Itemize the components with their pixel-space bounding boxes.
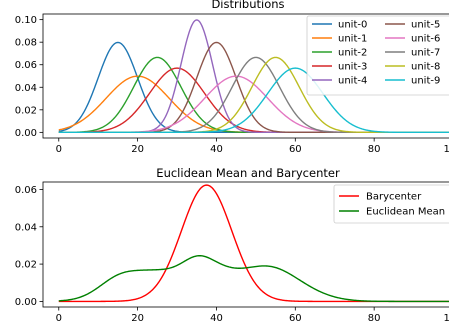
y-tick-label: 0.06 xyxy=(15,185,37,196)
legend-label: Barycenter xyxy=(366,192,422,203)
axes: 0 20 40 60 80 100 0.00 0.02 0.04 0.06 0.08 0.10 xyxy=(15,15,449,155)
y-tick-label: 0.04 xyxy=(15,83,37,94)
x-tick-label: 60 xyxy=(289,144,302,155)
legend-label: unit-5 xyxy=(411,20,440,31)
y-tick-label: 0.00 xyxy=(15,128,37,139)
x-tick-label: 80 xyxy=(368,313,381,324)
legend-box xyxy=(306,15,449,96)
series-lines xyxy=(58,184,449,303)
series-line-euclidean-mean xyxy=(58,255,449,303)
series-lines xyxy=(58,19,449,134)
x-tick-label: 80 xyxy=(368,144,381,155)
euclidean-mean-barycenter-chart: Euclidean Mean and Barycenter 0 20 40 60 80 1… xyxy=(15,166,449,324)
y-tick-label: 0.04 xyxy=(15,222,37,233)
axes-frame xyxy=(42,181,449,308)
chart-title: Euclidean Mean and Barycenter xyxy=(156,166,340,180)
y-tick-label: 0.02 xyxy=(15,260,37,271)
x-tick-label: 20 xyxy=(131,144,144,155)
y-tick-label: 0.08 xyxy=(15,38,37,49)
y-tick-label: 0.00 xyxy=(15,297,37,308)
x-tick-label: 100 xyxy=(443,313,449,324)
y-tick-label: 0.10 xyxy=(15,15,37,26)
x-tick-label: 100 xyxy=(443,144,449,155)
distributions-chart: Distributions 0 20 40 60 80 100 0.00 0.02 0.04 0.… xyxy=(15,0,449,155)
x-tick-label: 0 xyxy=(56,144,62,155)
legend-label: unit-9 xyxy=(411,76,440,87)
legend-label: unit-3 xyxy=(338,62,367,73)
x-tick-label: 20 xyxy=(131,313,144,324)
axes: 0 20 40 60 80 100 0.00 0.02 0.04 0.06 xyxy=(15,185,449,324)
legend-label: unit-6 xyxy=(411,34,440,45)
legend: unit-0 unit-1 unit-2 unit-3 unit-4 unit-5 unit… xyxy=(306,15,449,96)
legend-label: unit-8 xyxy=(411,62,440,73)
legend-label: unit-1 xyxy=(338,34,367,45)
legend-label: unit-7 xyxy=(411,48,440,59)
series-line-unit-9 xyxy=(58,67,449,134)
x-tick-label: 40 xyxy=(210,144,223,155)
y-tick-label: 0.02 xyxy=(15,105,37,116)
legend-label: unit-2 xyxy=(338,48,367,59)
y-tick-label: 0.06 xyxy=(15,60,37,71)
legend-label: Euclidean Mean xyxy=(366,207,445,218)
x-tick-label: 0 xyxy=(56,313,62,324)
legend-label: unit-4 xyxy=(338,76,367,87)
x-tick-label: 40 xyxy=(210,313,223,324)
axes-frame xyxy=(42,13,449,139)
chart-title: Distributions xyxy=(211,0,284,11)
legend-box xyxy=(333,184,449,224)
legend: Barycenter Euclidean Mean xyxy=(333,184,449,224)
x-tick-label: 60 xyxy=(289,313,302,324)
legend-label: unit-0 xyxy=(338,20,367,31)
